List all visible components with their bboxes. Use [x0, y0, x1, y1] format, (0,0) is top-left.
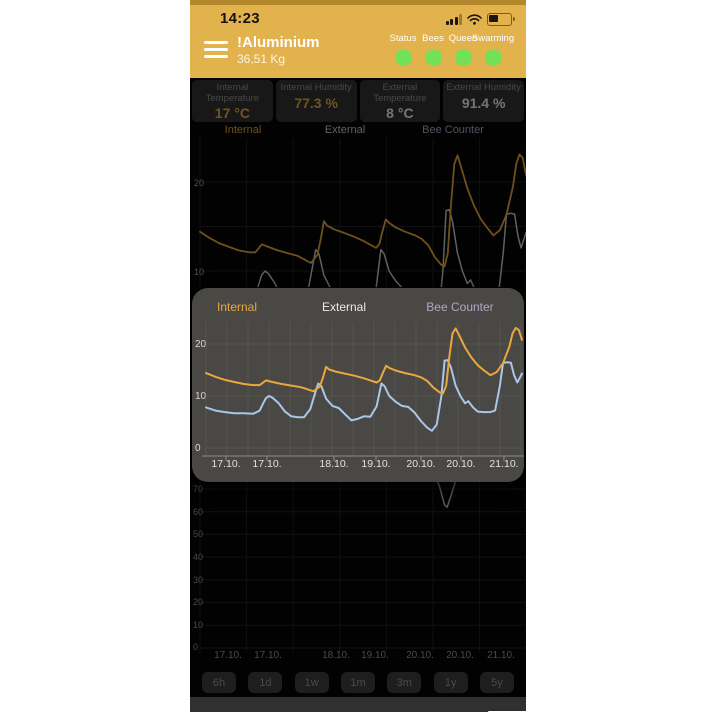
hive-weight: 36,51 Kg	[237, 52, 286, 66]
x-tick-label: 17.10.	[211, 458, 241, 470]
y-tick-label: 30	[193, 575, 204, 585]
y-tick-label: 60	[193, 507, 204, 517]
x-tick-label: 20.10.	[446, 458, 476, 470]
card-label: External Humidity	[446, 82, 521, 93]
secondary-chart-svg	[199, 470, 526, 652]
card-external-temperature[interactable]: External Temperature 8 °C	[359, 80, 441, 122]
wifi-icon	[467, 14, 482, 25]
hive-name: !Aluminium	[237, 34, 320, 51]
y-tick-label: 10	[194, 267, 205, 277]
y-tick-label: 10	[193, 620, 204, 630]
status-bar: 14:23	[190, 5, 526, 32]
hamburger-menu-icon[interactable]	[204, 41, 228, 61]
range-button-1w[interactable]: 1w	[294, 672, 329, 693]
temperature-chart-background: 20 10	[190, 138, 526, 332]
x-tick-label: 20.10.	[406, 458, 436, 470]
tab-internal[interactable]: Internal	[224, 124, 262, 136]
temperature-chart-svg	[199, 138, 526, 332]
range-button-5y[interactable]: 5y	[479, 672, 514, 693]
app-header: 14:23 !Aluminium 36,51 Kg	[190, 0, 526, 78]
tab-bee-counter[interactable]: Bee Counter	[422, 124, 484, 136]
indicator-label: Queen	[448, 33, 478, 44]
range-button-1m[interactable]: 1m	[340, 672, 375, 693]
x-tick-label: 17.10.	[214, 650, 242, 661]
queen-ok-dot	[454, 49, 472, 66]
x-tick-label: 17.10.	[254, 650, 282, 661]
status-bar-icons	[445, 13, 515, 26]
swarming-ok-dot	[484, 49, 502, 66]
indicator-queen[interactable]: Queen	[448, 33, 478, 66]
time-range-selector: 6h 1d 1w 1m 3m 1y 5y	[190, 672, 526, 693]
card-value: 17 °C	[214, 105, 250, 121]
home-indicator[interactable]	[487, 711, 526, 712]
magnified-chart-popup[interactable]: Internal External Bee Counter 20 10 0 17…	[192, 288, 524, 482]
card-external-humidity[interactable]: External Humidity 91.4 %	[443, 80, 524, 122]
card-internal-humidity[interactable]: Internal Humidity 77.3 %	[275, 80, 357, 122]
y-tick-label: 70	[193, 484, 204, 494]
indicator-bees[interactable]: Bees	[418, 33, 448, 66]
x-tick-label: 20.10.	[406, 650, 434, 661]
cellular-signal-icon	[445, 14, 462, 25]
indicator-status[interactable]: Status	[388, 33, 418, 66]
bottom-chart-date-labels: 17.10. 17.10. 18.10. 19.10. 20.10. 20.10…	[190, 650, 526, 664]
x-tick-label: 20.10.	[446, 650, 474, 661]
indicator-swarming[interactable]: Swarming	[472, 33, 514, 66]
range-button-1y[interactable]: 1y	[433, 672, 468, 693]
clock: 14:23	[220, 10, 260, 27]
indicator-label: Bees	[422, 33, 444, 44]
x-tick-label: 18.10.	[322, 650, 350, 661]
card-label: Internal Humidity	[280, 82, 352, 93]
y-tick-label: 20	[193, 597, 204, 607]
sensor-cards-row: Internal Temperature 17 °C Internal Humi…	[190, 80, 526, 122]
card-value: 77.3 %	[294, 94, 338, 111]
battery-icon	[487, 13, 515, 26]
phone-screen: 14:23 !Aluminium 36,51 Kg	[190, 0, 526, 712]
tab-external[interactable]: External	[324, 124, 366, 136]
x-tick-label: 21.10.	[489, 458, 519, 470]
status-ok-dot	[394, 49, 412, 66]
x-tick-label: 21.10.	[487, 650, 515, 661]
x-tick-label: 18.10.	[319, 458, 349, 470]
card-label: External Temperature	[373, 82, 427, 104]
range-button-1d[interactable]: 1d	[248, 672, 283, 693]
x-tick-label: 19.10.	[361, 458, 391, 470]
hive-title-block[interactable]: !Aluminium 36,51 Kg	[237, 34, 320, 66]
header-top-strip	[190, 0, 526, 5]
range-button-6h[interactable]: 6h	[202, 672, 236, 693]
card-internal-temperature[interactable]: Internal Temperature 17 °C	[192, 80, 273, 122]
card-value: 91.4 %	[461, 94, 506, 111]
bees-ok-dot	[424, 49, 442, 66]
card-value: 8 °C	[386, 105, 414, 121]
range-button-3m[interactable]: 3m	[387, 672, 422, 693]
y-tick-label: 50	[193, 529, 204, 539]
nav-row: !Aluminium 36,51 Kg Status Bees Queen	[190, 32, 526, 78]
indicator-label: Swarming	[471, 33, 515, 44]
x-tick-label: 19.10.	[361, 650, 389, 661]
y-tick-label: 40	[193, 552, 204, 562]
y-tick-label: 20	[194, 178, 205, 188]
card-label: Internal Temperature	[205, 82, 260, 104]
secondary-chart-background: 70 60 50 40 30 20 10 0	[190, 470, 526, 652]
indicator-label: Status	[389, 33, 417, 44]
status-indicators: Status Bees Queen Swarming	[388, 33, 514, 66]
x-tick-label: 17.10.	[252, 458, 282, 470]
bottom-toolbar	[190, 697, 526, 712]
popup-chart-svg[interactable]	[192, 288, 524, 482]
